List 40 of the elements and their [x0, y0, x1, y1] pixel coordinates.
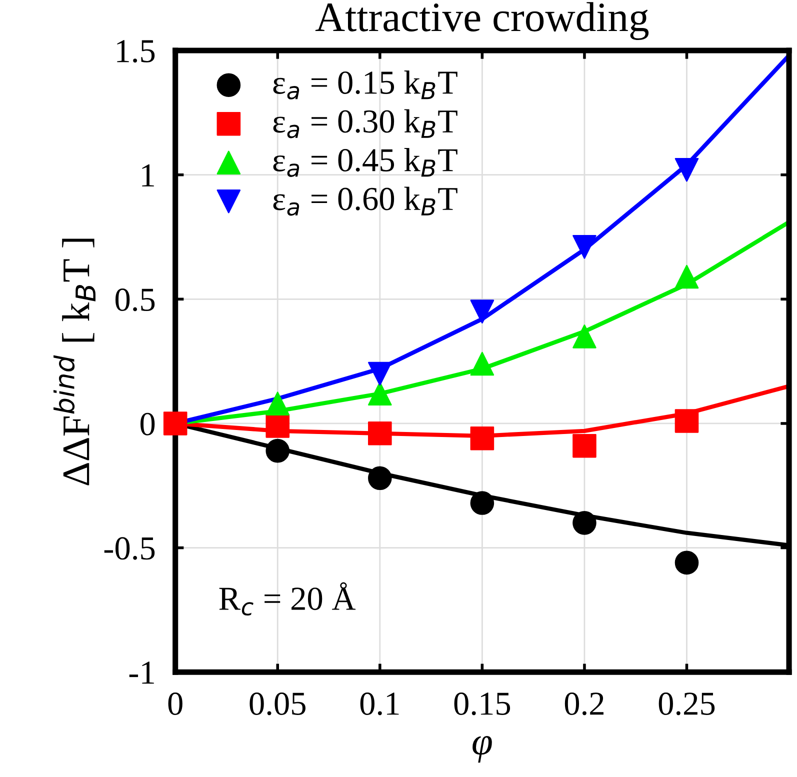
- annotation: R$_{c}$ = 20 Å: [219, 582, 356, 616]
- point: [674, 409, 699, 433]
- x-tick-label: 0.2: [564, 692, 604, 716]
- point: [674, 158, 699, 182]
- point: [674, 550, 699, 575]
- y-tick-label: -0.5: [104, 537, 155, 560]
- point: [572, 324, 596, 348]
- y-tick-label: 0: [140, 412, 155, 436]
- point: [266, 414, 290, 438]
- y-tick-label: 1.5: [117, 40, 155, 63]
- x-tick-label: 0.05: [250, 692, 306, 716]
- point: [368, 362, 392, 386]
- point: [266, 392, 290, 416]
- point: [470, 352, 494, 376]
- point: [266, 438, 290, 463]
- x-tick-label: 0.1: [360, 692, 399, 716]
- point: [470, 426, 494, 450]
- point: [572, 434, 596, 458]
- legend-label: ε$_{a}$ = 0.45 k$_{B}$T: [273, 148, 458, 177]
- x-tick-label: 0: [168, 692, 182, 716]
- x-tick-label: 0.25: [658, 692, 715, 716]
- legend-label: ε$_{a}$ = 0.15 k$_{B}$T: [273, 70, 458, 100]
- point: [470, 300, 494, 324]
- x-axis-title: φ: [472, 736, 492, 763]
- point: [163, 412, 188, 436]
- point: [674, 264, 699, 289]
- legend-label: ε$_{a}$ = 0.60 k$_{B}$T: [273, 186, 458, 216]
- point: [368, 466, 392, 490]
- y-tick-label: 0.5: [116, 288, 155, 312]
- point: [368, 422, 392, 446]
- chart-title: Attractive crowding: [315, 2, 649, 40]
- point: [368, 382, 392, 406]
- y-axis-title: ΔΔF$^{bind}$ [ k$_{B}$T ]: [54, 238, 96, 486]
- point: [572, 235, 596, 259]
- point: [470, 491, 494, 515]
- y-tick-label: -1: [129, 662, 154, 684]
- legend-label: ε$_{a}$ = 0.30 k$_{B}$T: [273, 109, 458, 138]
- y-tick-label: 1: [142, 164, 154, 186]
- point: [572, 511, 596, 535]
- x-tick-label: 0.15: [454, 692, 510, 716]
